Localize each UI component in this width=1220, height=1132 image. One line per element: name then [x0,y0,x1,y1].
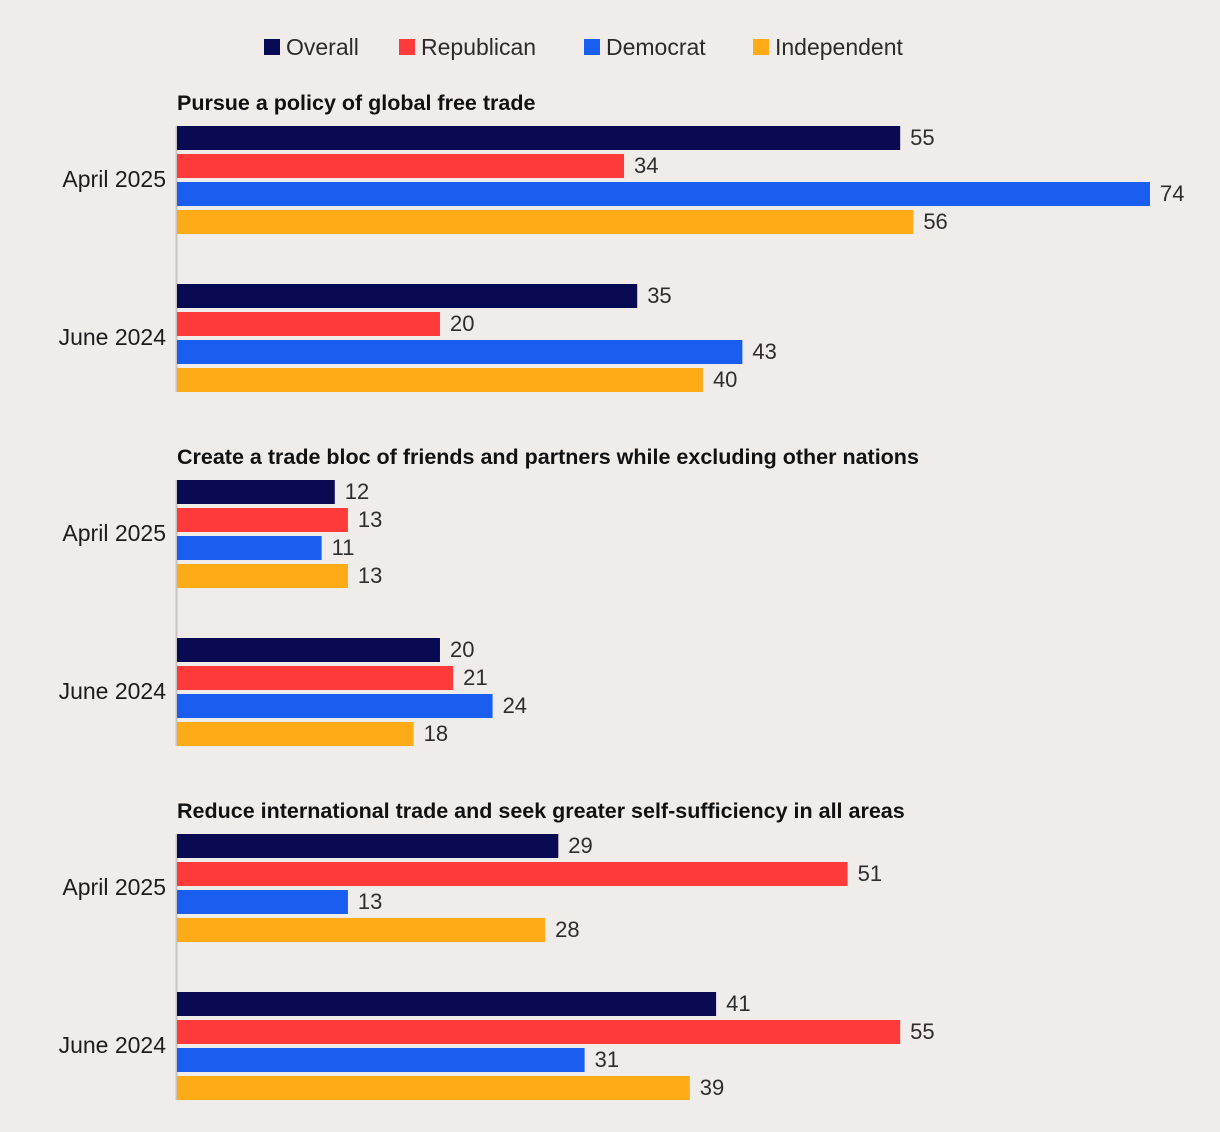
bar-democrat [177,536,322,560]
legend-item-overall: Overall [264,30,359,64]
value-label-independent: 13 [358,563,382,588]
bar-overall [177,284,638,308]
panel-title: Reduce international trade and seek grea… [177,799,905,823]
bar-overall [177,992,717,1016]
value-label-republican: 20 [450,311,474,336]
value-label-republican: 34 [634,153,658,178]
bar-independent [177,1076,690,1100]
bar-independent [177,368,703,392]
value-label-democrat: 74 [1160,181,1184,206]
group-label: April 2025 [62,874,166,900]
legend-swatch [753,39,769,55]
value-label-overall: 35 [647,283,671,308]
value-label-democrat: 11 [332,535,355,560]
bar-democrat [177,1048,585,1072]
bar-democrat [177,890,348,914]
legend-label: Overall [286,33,359,60]
value-label-democrat: 24 [503,693,527,718]
legend: Overall Republican Democrat Independent [0,30,1220,64]
group-label: June 2024 [59,678,167,704]
value-label-republican: 55 [910,1019,934,1044]
bar-republican [177,508,348,532]
value-label-overall: 12 [345,479,369,504]
value-label-independent: 18 [424,721,448,746]
legend-label: Democrat [606,33,706,60]
legend-item-republican: Republican [399,30,536,64]
value-label-democrat: 43 [752,339,776,364]
legend-label: Independent [775,33,903,60]
bar-democrat [177,694,493,718]
bar-republican [177,154,625,178]
value-label-overall: 29 [568,833,592,858]
group-label: June 2024 [59,324,167,350]
bar-republican [177,666,454,690]
group-label: April 2025 [62,166,166,192]
bar-republican [177,312,440,336]
panel-title: Pursue a policy of global free trade [177,91,535,115]
value-label-overall: 20 [450,637,474,662]
bar-overall [177,834,559,858]
value-label-republican: 51 [858,861,882,886]
bar-independent [177,918,546,942]
value-label-independent: 56 [923,209,947,234]
group-label: April 2025 [62,520,166,546]
bar-republican [177,862,848,886]
bar-independent [177,564,348,588]
panel-title: Create a trade bloc of friends and partn… [177,445,919,469]
legend-label: Republican [421,33,537,60]
value-label-republican: 21 [463,665,487,690]
bar-overall [177,126,901,150]
bar-overall [177,480,335,504]
legend-swatch [264,39,280,55]
value-label-independent: 39 [700,1075,724,1100]
legend-item-independent: Independent [753,30,903,64]
bar-independent [177,722,414,746]
value-label-independent: 28 [555,917,579,942]
bar-democrat [177,340,743,364]
legend-swatch [399,39,415,55]
group-label: June 2024 [59,1032,167,1058]
bar-independent [177,210,914,234]
value-label-democrat: 13 [358,889,382,914]
value-label-republican: 13 [358,507,382,532]
value-label-overall: 41 [726,991,750,1016]
bar-overall [177,638,440,662]
value-label-overall: 55 [910,125,934,150]
bar-democrat [177,182,1150,206]
bar-republican [177,1020,901,1044]
legend-item-democrat: Democrat [584,30,706,64]
value-label-independent: 40 [713,367,737,392]
value-label-democrat: 31 [595,1047,619,1072]
legend-swatch [584,39,600,55]
